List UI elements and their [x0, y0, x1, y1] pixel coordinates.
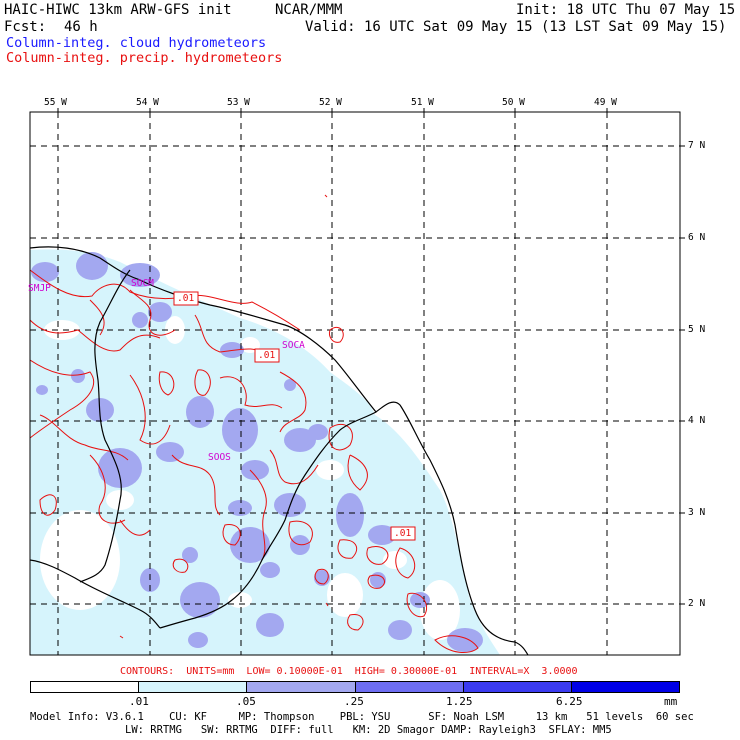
lon-label-53w: 53 W — [227, 97, 250, 108]
lat-label-5n: 5 N — [688, 324, 706, 335]
precip-contours — [30, 194, 479, 653]
colorbar-label-4: 6.25 — [556, 695, 583, 708]
frame-ticks — [57, 108, 685, 605]
model-title: HAIC-HIWC 13km ARW-GFS init — [4, 2, 232, 18]
colorbar-seg-3 — [355, 682, 464, 692]
colorbar-seg-5 — [571, 682, 680, 692]
colorbar-unit: mm — [664, 695, 678, 708]
station-label-smjp: SMJP — [28, 283, 51, 294]
colorbar-seg-0 — [31, 682, 140, 692]
agency-label: NCAR/MMM — [275, 2, 343, 18]
map-frame — [29, 111, 681, 656]
lon-label-50w: 50 W — [502, 97, 525, 108]
lon-label-51w: 51 W — [411, 97, 434, 108]
colorbar-label-3: 1.25 — [446, 695, 473, 708]
contour-label-1: .01 — [177, 293, 195, 304]
contour-label-box-2 — [254, 348, 280, 363]
lat-label-4n: 4 N — [688, 415, 706, 426]
coastline — [30, 246, 529, 655]
lat-label-7n: 7 N — [688, 140, 706, 151]
forecast-hour: 46 h — [64, 19, 98, 35]
cloud-gaps — [40, 316, 460, 640]
cloud-light-field — [30, 249, 500, 655]
colorbar-seg-4 — [463, 682, 572, 692]
colorbar-seg-2 — [247, 682, 356, 692]
lon-label-55w: 55 W — [44, 97, 67, 108]
lon-label-52w: 52 W — [319, 97, 342, 108]
legend-cloud: Column-integ. cloud hydrometeors — [6, 35, 267, 51]
valid-time: Valid: 16 UTC Sat 09 May 15 (13 LST Sat … — [305, 19, 727, 35]
legend-precip: Column-integ. precip. hydrometeors — [6, 50, 283, 66]
colorbar-seg-1 — [139, 682, 248, 692]
graticule — [30, 112, 680, 655]
lat-label-2n: 2 N — [688, 598, 706, 609]
colorbar-label-0: .01 — [129, 695, 149, 708]
lat-label-6n: 6 N — [688, 232, 706, 243]
forecast-label: Fcst: — [4, 19, 47, 35]
footer-model-info: Model Info: V3.6.1 CU: KF MP: Thompson P… — [30, 711, 694, 723]
lat-label-3n: 3 N — [688, 507, 706, 518]
colorbar-label-2: .25 — [344, 695, 364, 708]
cloud-medium-patches — [31, 252, 483, 652]
colorbar-label-1: .05 — [236, 695, 256, 708]
footer-physics-info: LW: RRTMG SW: RRTMG DIFF: full KM: 2D Sm… — [125, 724, 612, 736]
contour-label-box-3 — [390, 526, 416, 541]
colorbar — [30, 681, 680, 693]
lon-label-49w: 49 W — [594, 97, 617, 108]
station-label-soos: SOOS — [208, 452, 231, 463]
contour-label-3: .01 — [394, 528, 412, 539]
contours-info: CONTOURS: UNITS=mm LOW= 0.10000E-01 HIGH… — [120, 666, 578, 677]
contour-label-2: .01 — [258, 350, 276, 361]
contour-label-box-1 — [173, 291, 199, 306]
station-label-soca: SOCA — [282, 340, 305, 351]
init-time: Init: 18 UTC Thu 07 May 15 — [516, 2, 736, 18]
station-label-socm: SOCM — [131, 278, 154, 289]
lon-label-54w: 54 W — [136, 97, 159, 108]
